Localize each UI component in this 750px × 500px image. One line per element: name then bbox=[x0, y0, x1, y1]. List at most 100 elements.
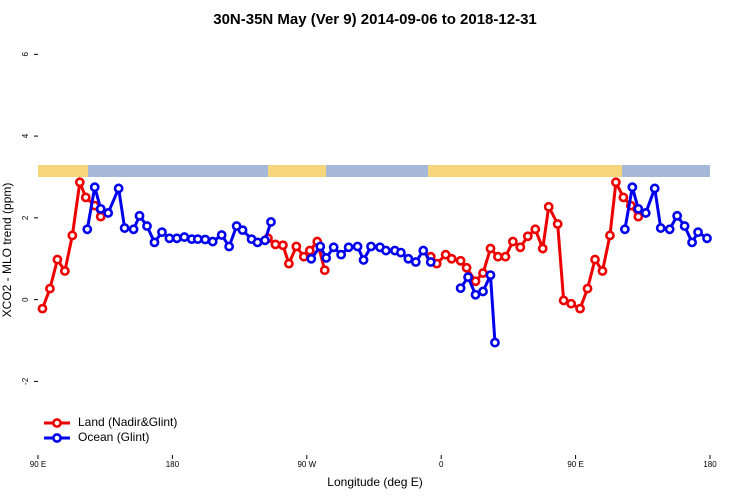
data-point bbox=[410, 257, 421, 267]
data-point bbox=[507, 236, 518, 247]
data-point bbox=[164, 233, 175, 244]
data-point bbox=[633, 203, 644, 214]
land-band bbox=[268, 165, 326, 177]
data-point bbox=[171, 233, 182, 244]
data-point bbox=[478, 286, 488, 297]
data-point bbox=[446, 253, 457, 264]
data-point bbox=[207, 236, 218, 247]
data-point bbox=[306, 253, 317, 264]
x-tick-label: 0 bbox=[439, 460, 444, 469]
data-point bbox=[315, 241, 326, 252]
data-point bbox=[566, 298, 577, 309]
data-point bbox=[336, 249, 347, 260]
x-tick-label: 90 E bbox=[567, 460, 583, 469]
data-point bbox=[619, 224, 630, 235]
data-point bbox=[67, 230, 78, 241]
data-point bbox=[358, 255, 369, 265]
data-point bbox=[425, 257, 436, 267]
data-point bbox=[352, 241, 363, 252]
data-point bbox=[283, 258, 294, 269]
data-point bbox=[179, 232, 190, 242]
data-point bbox=[679, 221, 690, 231]
data-point bbox=[52, 254, 63, 265]
data-point bbox=[463, 272, 473, 283]
y-tick-label: 2 bbox=[21, 215, 30, 220]
data-point bbox=[266, 217, 276, 227]
legend-label: Land (Nadir&Glint) bbox=[78, 415, 177, 429]
data-point bbox=[530, 224, 541, 235]
data-point bbox=[493, 251, 503, 262]
data-point bbox=[455, 255, 466, 266]
y-axis-label: XCO2 - MLO trend (ppm) bbox=[0, 183, 14, 318]
data-point bbox=[82, 224, 93, 235]
data-point bbox=[455, 283, 466, 294]
land-ocean-strip bbox=[38, 165, 710, 177]
data-point bbox=[128, 224, 139, 235]
data-point bbox=[633, 211, 644, 222]
land-band bbox=[428, 165, 622, 177]
data-point bbox=[640, 208, 651, 218]
data-point bbox=[627, 182, 638, 193]
data-point bbox=[418, 245, 429, 256]
data-point bbox=[552, 219, 563, 229]
land-band bbox=[38, 165, 88, 177]
data-point bbox=[270, 239, 281, 250]
data-point bbox=[216, 230, 227, 240]
data-point bbox=[702, 233, 712, 244]
data-point bbox=[605, 230, 615, 241]
data-point bbox=[672, 210, 683, 221]
data-point bbox=[328, 242, 339, 253]
data-point bbox=[470, 289, 481, 300]
x-tick-label: 90 W bbox=[297, 460, 316, 469]
data-point bbox=[381, 245, 391, 256]
chart-title: 30N-35N May (Ver 9) 2014-09-06 to 2018-1… bbox=[213, 11, 537, 28]
data-point bbox=[575, 303, 585, 314]
data-point bbox=[291, 241, 302, 252]
data-point bbox=[403, 253, 414, 264]
legend: Land (Nadir&Glint)Ocean (Glint) bbox=[44, 415, 177, 444]
data-point bbox=[260, 235, 270, 246]
data-point bbox=[142, 221, 152, 231]
data-point bbox=[192, 234, 203, 245]
data-point bbox=[319, 265, 330, 276]
data-point bbox=[45, 283, 55, 294]
data-point bbox=[649, 183, 660, 194]
legend-marker bbox=[52, 418, 62, 428]
data-point bbox=[298, 251, 309, 262]
data-point bbox=[224, 241, 235, 252]
data-point bbox=[95, 211, 106, 222]
x-tick-label: 180 bbox=[703, 460, 717, 469]
data-point bbox=[237, 225, 248, 236]
data-point bbox=[149, 237, 160, 248]
x-axis-label: Longitude (deg E) bbox=[327, 475, 422, 489]
data-point bbox=[157, 227, 167, 238]
data-point bbox=[664, 224, 675, 235]
data-point bbox=[655, 223, 666, 233]
data-point bbox=[95, 203, 106, 214]
data-point bbox=[278, 240, 288, 251]
data-point bbox=[134, 210, 145, 221]
y-tick-label: 0 bbox=[21, 297, 30, 302]
data-point bbox=[537, 243, 548, 254]
data-point bbox=[478, 268, 488, 278]
x-tick-label: 180 bbox=[166, 460, 180, 469]
data-point bbox=[366, 241, 376, 252]
y-tick-label: 6 bbox=[21, 52, 30, 57]
data-point bbox=[515, 242, 526, 253]
data-point bbox=[597, 266, 608, 276]
data-point bbox=[321, 253, 332, 263]
legend-label: Ocean (Glint) bbox=[78, 430, 149, 444]
data-point bbox=[89, 182, 100, 193]
data-point bbox=[59, 266, 70, 276]
data-point bbox=[200, 234, 211, 245]
data-point bbox=[590, 254, 600, 265]
data-point bbox=[558, 295, 569, 306]
data-point bbox=[80, 192, 91, 203]
data-point bbox=[485, 270, 496, 280]
data-point bbox=[304, 245, 315, 256]
data-point bbox=[618, 192, 629, 203]
data-point bbox=[582, 283, 593, 294]
data-point bbox=[103, 208, 114, 218]
data-point bbox=[522, 231, 533, 242]
